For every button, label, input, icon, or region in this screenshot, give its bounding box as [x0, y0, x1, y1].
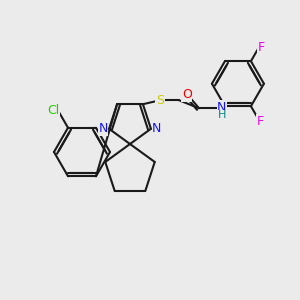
- Text: S: S: [156, 94, 164, 107]
- Text: H: H: [218, 110, 226, 120]
- Text: F: F: [256, 115, 263, 128]
- Text: N: N: [152, 122, 162, 135]
- Text: O: O: [182, 88, 192, 101]
- Text: F: F: [257, 40, 265, 53]
- Text: N: N: [217, 101, 226, 114]
- Text: N: N: [98, 122, 108, 135]
- Text: Cl: Cl: [47, 104, 59, 117]
